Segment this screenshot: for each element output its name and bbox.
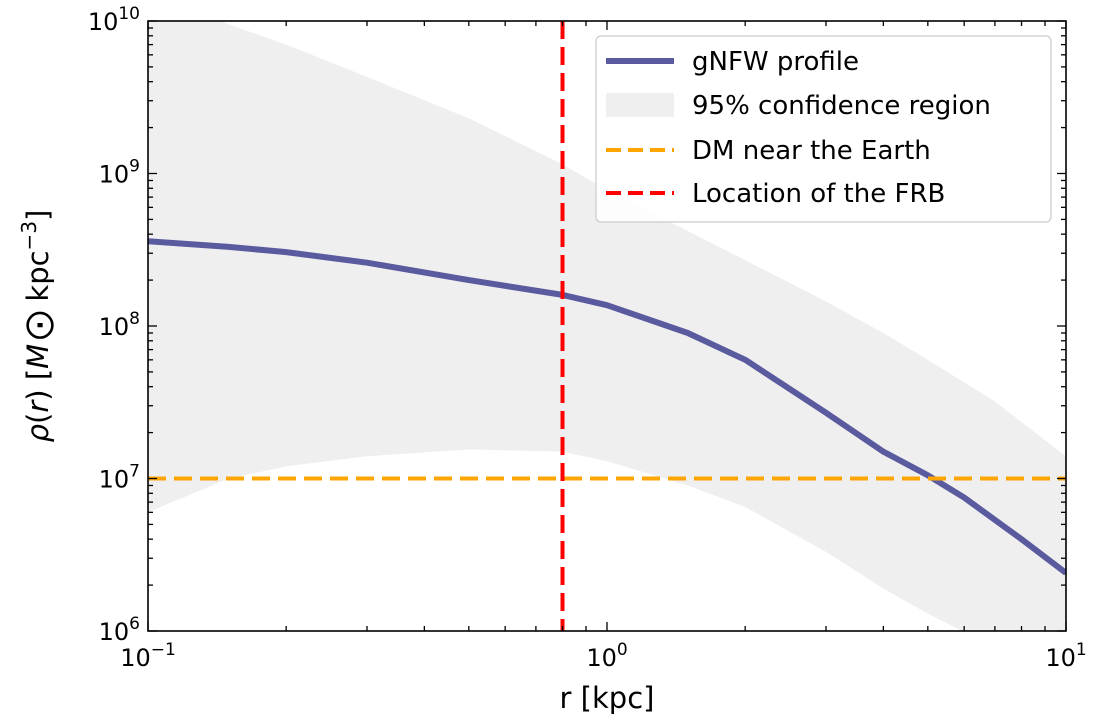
legend-label-dm-earth: DM near the Earth <box>692 136 931 166</box>
x-tick-label: 101 <box>1045 640 1086 672</box>
y-tick-label: 109 <box>99 157 140 189</box>
sun-symbol: ⨀ <box>21 311 55 340</box>
plot-frame <box>147 20 1067 632</box>
tick-labels: 10−1 100 101 106 107 108 109 1010 <box>88 4 1087 672</box>
y-tick-label: 107 <box>99 462 140 494</box>
y-tick-label: 108 <box>99 309 140 341</box>
legend: gNFW profile 95% confidence region DM ne… <box>595 35 1052 223</box>
plot-area <box>148 21 1066 631</box>
x-tick-label: 10−1 <box>120 640 176 672</box>
x-tick-label: 100 <box>586 640 627 672</box>
axis-ticks <box>147 20 1067 632</box>
gnfw-profile-line <box>148 238 1066 576</box>
y-tick-label: 1010 <box>88 4 140 36</box>
legend-label-frb: Location of the FRB <box>692 179 945 209</box>
x-axis-label: r [kpc] <box>560 681 655 715</box>
legend-swatch-confidence <box>606 93 674 117</box>
y-tick-label: 106 <box>99 614 140 646</box>
legend-label-gnfw: gNFW profile <box>692 47 859 77</box>
legend-box <box>595 35 1052 223</box>
legend-label-confidence: 95% confidence region <box>692 91 991 121</box>
